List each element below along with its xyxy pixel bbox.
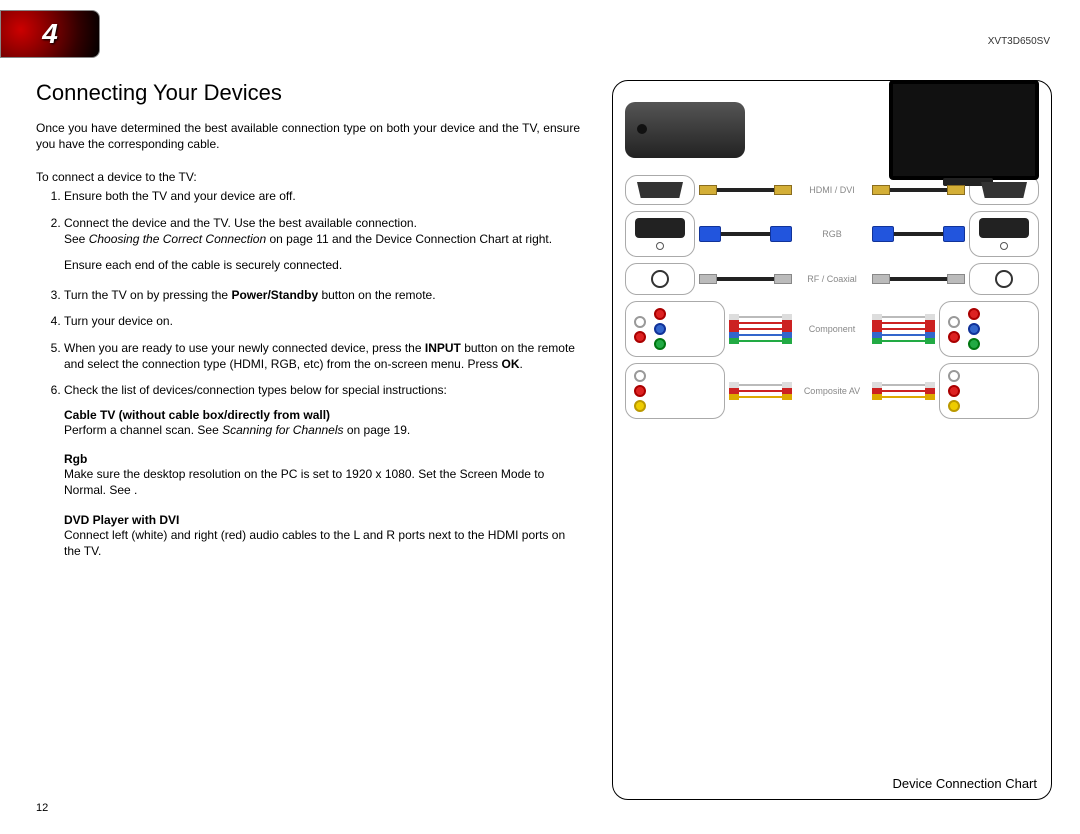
coax-port-left [625,263,695,295]
steps-list-cont: Turn the TV on by pressing the Power/Sta… [36,287,580,398]
step-3-b: button on the remote. [318,288,435,302]
source-device-icon [625,102,745,158]
cable-tv-b: on page 19. [344,423,411,437]
step-2-see-prefix: See [64,232,89,246]
step-3-bold: Power/Standby [231,288,318,302]
cable-tv-text: Perform a channel scan. See Scanning for… [64,422,580,438]
dvd-head: DVD Player with DVI [64,513,580,527]
composite-row: Composite AV [625,363,1039,419]
step-2: Connect the device and the TV. Use the b… [64,215,580,247]
rgb-row: RGB [625,211,1039,257]
hdmi-cable [699,188,792,192]
component-label: Component [796,324,868,334]
coax-cable-r [872,277,965,281]
chart-caption: Device Connection Chart [892,776,1037,791]
cable-tv-ref: Scanning for Channels [222,423,343,437]
step-5-bold2: OK [502,357,520,371]
rgb-head: Rgb [64,452,580,466]
component-cable [729,316,792,343]
step-5: When you are ready to use your newly con… [64,340,580,372]
cable-tv-head: Cable TV (without cable box/directly fro… [64,408,580,422]
step-2-main: Connect the device and the TV. Use the b… [64,216,417,230]
step-3-a: Turn the TV on by pressing the [64,288,231,302]
connection-chart-panel: HDMI / DVI RGB RF / Coaxial Component [612,80,1052,800]
hdmi-port-left [625,175,695,205]
composite-cable [729,384,792,399]
rf-label: RF / Coaxial [796,274,868,284]
intro-paragraph: Once you have determined the best availa… [36,120,580,152]
vga-port-left [625,211,695,257]
chapter-number: 4 [42,18,58,50]
step-5-c: . [520,357,523,371]
composite-label: Composite AV [796,386,868,396]
page-number: 12 [36,802,48,814]
component-row: Component [625,301,1039,357]
step-3: Turn the TV on by pressing the Power/Sta… [64,287,580,303]
composite-cable-r [872,384,935,399]
step-2-ensure: Ensure each end of the cable is securely… [64,257,580,273]
vga-cable [699,232,792,236]
section-title: Connecting Your Devices [36,80,580,106]
composite-port-left [625,363,725,419]
steps-list: Ensure both the TV and your device are o… [36,188,580,247]
model-label: XVT3D650SV [988,36,1050,47]
component-port-left [625,301,725,357]
hdmi-cable-r [872,188,965,192]
composite-port-right [939,363,1039,419]
hdmi-label: HDMI / DVI [796,185,868,195]
step-1: Ensure both the TV and your device are o… [64,188,580,204]
step-6: Check the list of devices/connection typ… [64,382,580,398]
step-4: Turn your device on. [64,313,580,329]
device-row [625,95,1039,165]
step-2-see-suffix: on page 11 and the Device Connection Cha… [266,232,552,246]
cable-tv-a: Perform a channel scan. See [64,423,222,437]
dvd-text: Connect left (white) and right (red) aud… [64,527,580,559]
step-2-ref: Choosing the Correct Connection [89,232,266,246]
rgb-label: RGB [796,229,868,239]
rgb-text: Make sure the desktop resolution on the … [64,466,580,498]
step-5-a: When you are ready to use your newly con… [64,341,425,355]
coax-port-right [969,263,1039,295]
steps-intro: To connect a device to the TV: [36,170,580,184]
step-5-bold1: INPUT [425,341,461,355]
rf-row: RF / Coaxial [625,263,1039,295]
component-cable-r [872,316,935,343]
vga-cable-r [872,232,965,236]
vga-port-right [969,211,1039,257]
component-port-right [939,301,1039,357]
coax-cable [699,277,792,281]
text-column: Connecting Your Devices Once you have de… [36,80,580,573]
chapter-tab: 4 [0,10,100,58]
tv-icon [889,80,1039,180]
